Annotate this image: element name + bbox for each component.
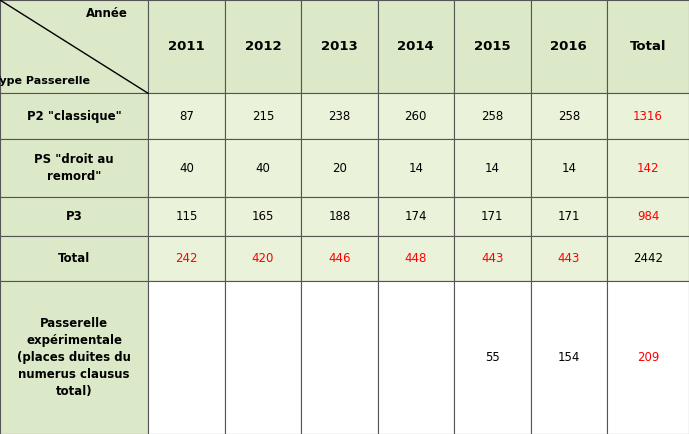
Bar [0, 0, 148, 93]
Bar [148, 197, 225, 236]
Bar [0, 139, 148, 197]
Bar [378, 197, 454, 236]
Text: Année: Année [85, 7, 127, 20]
Bar [148, 0, 225, 93]
Text: 2013: 2013 [321, 40, 358, 53]
Bar [0, 236, 148, 281]
Bar [148, 93, 225, 139]
Bar [531, 236, 607, 281]
Text: 188: 188 [328, 210, 351, 223]
Bar [454, 236, 531, 281]
Text: 2011: 2011 [168, 40, 205, 53]
Text: Passerelle
expérimentale
(places duites du
numerus clausus
total): Passerelle expérimentale (places duites … [17, 317, 131, 398]
Bar [607, 0, 689, 93]
Bar [0, 281, 148, 434]
Text: 2015: 2015 [474, 40, 511, 53]
Bar [607, 197, 689, 236]
Bar [301, 139, 378, 197]
Text: 171: 171 [481, 210, 504, 223]
Text: 40: 40 [256, 162, 270, 174]
Bar [454, 281, 531, 434]
Text: 115: 115 [175, 210, 198, 223]
Bar [225, 0, 301, 93]
Bar [148, 139, 225, 197]
Text: P3: P3 [65, 210, 83, 223]
Text: 242: 242 [175, 252, 198, 265]
Bar [607, 236, 689, 281]
Bar [607, 139, 689, 197]
Bar [148, 236, 225, 281]
Text: 238: 238 [328, 110, 351, 122]
Text: 20: 20 [332, 162, 347, 174]
Text: 443: 443 [481, 252, 504, 265]
Bar [225, 139, 301, 197]
Text: Type Passerelle: Type Passerelle [0, 76, 90, 86]
Bar [225, 281, 301, 434]
Text: 2014: 2014 [398, 40, 434, 53]
Bar [301, 281, 378, 434]
Bar [454, 93, 531, 139]
Bar [454, 197, 531, 236]
Bar [378, 139, 454, 197]
Text: 446: 446 [328, 252, 351, 265]
Text: PS "droit au
remord": PS "droit au remord" [34, 153, 114, 183]
Bar [378, 93, 454, 139]
Text: 260: 260 [404, 110, 427, 122]
Text: 14: 14 [562, 162, 576, 174]
Text: 14: 14 [409, 162, 423, 174]
Text: P2 "classique": P2 "classique" [27, 110, 121, 122]
Text: 984: 984 [637, 210, 659, 223]
Bar [531, 139, 607, 197]
Bar [607, 281, 689, 434]
Text: 209: 209 [637, 351, 659, 364]
Bar [607, 93, 689, 139]
Bar [454, 139, 531, 197]
Bar [531, 281, 607, 434]
Text: 2016: 2016 [551, 40, 587, 53]
Bar [0, 197, 148, 236]
Text: 258: 258 [557, 110, 580, 122]
Text: 215: 215 [251, 110, 274, 122]
Text: 1316: 1316 [633, 110, 663, 122]
Bar [531, 0, 607, 93]
Text: 2442: 2442 [633, 252, 663, 265]
Bar [301, 93, 378, 139]
Text: 142: 142 [637, 162, 659, 174]
Bar [378, 0, 454, 93]
Text: 174: 174 [404, 210, 427, 223]
Text: 171: 171 [557, 210, 580, 223]
Text: 55: 55 [485, 351, 500, 364]
Bar [378, 236, 454, 281]
Bar [378, 281, 454, 434]
Bar [531, 197, 607, 236]
Bar [225, 197, 301, 236]
Text: 258: 258 [481, 110, 504, 122]
Text: 443: 443 [557, 252, 580, 265]
Text: Total: Total [630, 40, 666, 53]
Text: 448: 448 [404, 252, 427, 265]
Bar [301, 236, 378, 281]
Text: 420: 420 [251, 252, 274, 265]
Bar [454, 0, 531, 93]
Bar [148, 281, 225, 434]
Text: 165: 165 [251, 210, 274, 223]
Bar [301, 0, 378, 93]
Text: 40: 40 [179, 162, 194, 174]
Text: 14: 14 [485, 162, 500, 174]
Bar [225, 236, 301, 281]
Bar [225, 93, 301, 139]
Text: 87: 87 [179, 110, 194, 122]
Bar [301, 197, 378, 236]
Text: 154: 154 [557, 351, 580, 364]
Text: Total: Total [58, 252, 90, 265]
Bar [0, 93, 148, 139]
Text: 2012: 2012 [245, 40, 281, 53]
Bar [531, 93, 607, 139]
